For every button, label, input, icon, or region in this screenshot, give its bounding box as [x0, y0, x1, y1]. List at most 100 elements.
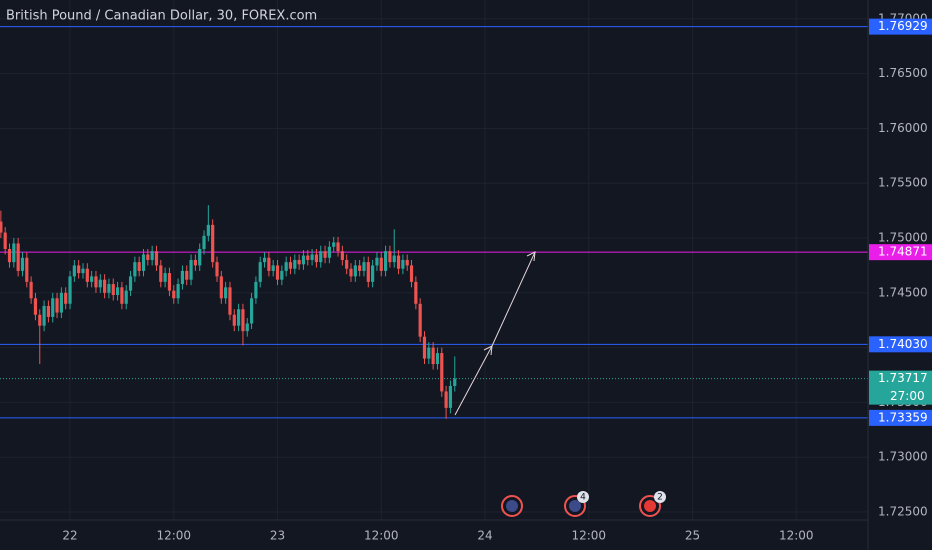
level-label-bg	[869, 336, 932, 353]
candle-body	[232, 314, 236, 326]
candle-body	[29, 281, 33, 299]
arrow-head	[526, 251, 536, 262]
candle-body	[306, 255, 310, 260]
candle-body	[345, 259, 349, 269]
x-tick-label: 22	[62, 529, 77, 543]
candle-body	[107, 284, 111, 293]
candle-body	[98, 279, 102, 288]
candle-body	[349, 268, 353, 277]
candle-body	[77, 265, 81, 274]
x-tick-label: 12:00	[364, 529, 399, 543]
level-label-bg	[869, 409, 932, 426]
candle-body	[414, 281, 418, 304]
level-label: 1.74871	[878, 245, 928, 259]
candle-body	[167, 273, 172, 291]
candle-body	[124, 290, 128, 304]
candle-body	[362, 262, 366, 271]
y-tick-label: 1.76500	[878, 66, 928, 80]
candle-body	[154, 251, 159, 266]
candle-body	[33, 298, 38, 315]
candle-body	[284, 262, 288, 271]
level-label-bg	[869, 18, 932, 35]
candle-body	[85, 268, 89, 282]
candle-body	[366, 262, 370, 282]
candle-body	[241, 309, 245, 332]
y-tick-label: 1.76000	[878, 121, 928, 135]
candle-body	[59, 292, 63, 313]
level-label-bg	[869, 244, 932, 261]
candle-body	[358, 265, 362, 271]
candle-body	[176, 284, 180, 299]
arrow-head	[483, 345, 493, 356]
axis: 1.725001.730001.735001.740001.745001.750…	[62, 11, 932, 543]
candle-body	[12, 243, 16, 263]
candle-body	[418, 303, 422, 337]
candle-body	[431, 347, 435, 365]
badge	[577, 491, 589, 503]
candle-body	[219, 276, 223, 299]
candle-body	[103, 279, 107, 293]
chart-title: British Pound / Canadian Dollar, 30, FOR…	[6, 9, 317, 24]
candle-body	[262, 257, 267, 263]
candle-body	[72, 265, 76, 277]
candle-body	[42, 305, 46, 326]
flag-ca	[644, 500, 656, 512]
candle-body	[409, 265, 414, 282]
x-tick-label: 12:00	[156, 529, 191, 543]
candle-body	[115, 287, 120, 296]
candle-body	[137, 262, 141, 271]
candle-body	[159, 265, 163, 282]
candle-body	[150, 251, 154, 260]
candle-body	[332, 242, 336, 247]
countdown-label: 27:00	[890, 389, 925, 403]
candle-body	[396, 255, 401, 269]
candle-body	[3, 232, 7, 249]
candle-body	[310, 254, 314, 260]
x-tick-label: 12:00	[779, 529, 814, 543]
candle-body	[81, 268, 85, 274]
candle-body	[245, 323, 249, 332]
flag-gb	[506, 500, 518, 512]
y-tick-label: 1.75000	[878, 231, 928, 245]
candle-body	[275, 265, 280, 280]
candle-body	[25, 257, 29, 282]
badge-text: 4	[580, 493, 586, 503]
candle-body	[405, 259, 409, 266]
candle-body	[133, 262, 137, 277]
candle-body	[258, 262, 262, 282]
candle-body	[64, 292, 68, 304]
candle-body	[323, 251, 327, 258]
levels	[0, 26, 868, 419]
candle-body	[198, 248, 202, 266]
candle-body	[20, 257, 25, 271]
candle-body	[51, 298, 55, 317]
candle-body	[280, 270, 284, 280]
x-tick-label: 24	[477, 529, 492, 543]
candle-body	[38, 314, 42, 326]
x-tick-label: 23	[270, 529, 285, 543]
candle-body	[172, 290, 176, 299]
candle-body	[297, 259, 301, 265]
candle-body	[120, 287, 124, 304]
candle-body	[353, 265, 357, 277]
candle-body	[185, 270, 189, 280]
event-icons: 4 2	[501, 491, 666, 517]
x-tick-label: 25	[685, 529, 700, 543]
candle-body	[383, 251, 388, 271]
candle-body	[193, 259, 197, 266]
y-tick-label: 1.72500	[878, 505, 928, 519]
candle-body	[249, 298, 254, 324]
candle-body	[448, 385, 453, 408]
candle-body	[392, 255, 396, 263]
candle-body	[211, 224, 215, 263]
y-tick-label: 1.74500	[878, 285, 928, 299]
candle-body	[215, 262, 219, 277]
candle-body	[180, 270, 185, 285]
candle-body	[46, 305, 51, 317]
candle-body	[163, 273, 167, 282]
flag-gb	[569, 500, 581, 512]
candle-body	[327, 246, 331, 258]
candle-body	[16, 243, 20, 271]
